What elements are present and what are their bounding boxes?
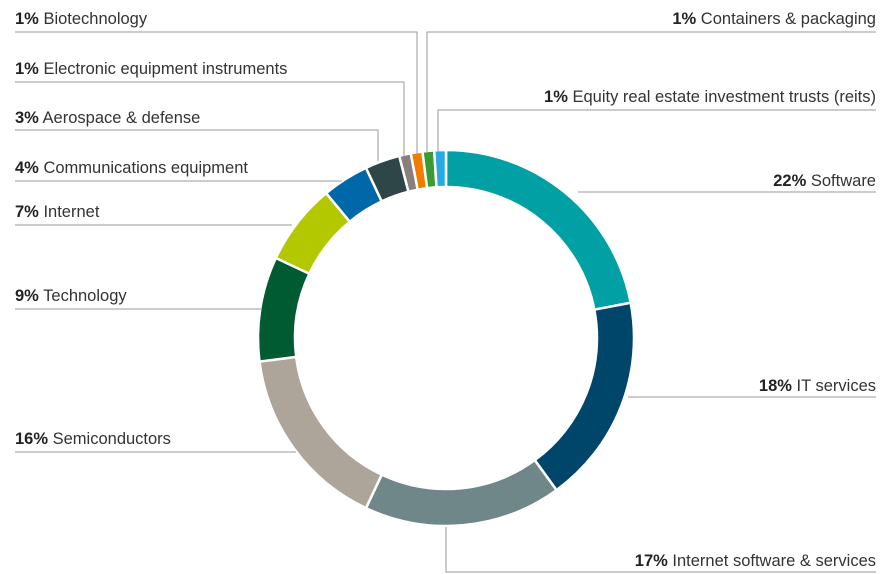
slice-label: 4% Communications equipment (15, 159, 248, 177)
donut-segment (533, 301, 636, 492)
slice-value-label: 1% (15, 10, 39, 28)
slice-label: 1% Biotechnology (15, 10, 148, 28)
slice-label: 1% Equity real estate investment trusts … (544, 88, 876, 106)
slice-category-label: Aerospace & defense (43, 109, 201, 127)
slice-value-label: 22% (773, 172, 806, 190)
slice-label: 1% Electronic equipment instruments (15, 60, 287, 78)
slice-value-label: 16% (15, 430, 48, 448)
slice-category-label: Biotechnology (43, 10, 147, 28)
leader-line (437, 109, 876, 152)
slice-value-label: 18% (759, 377, 792, 395)
donut-segment (444, 148, 633, 312)
slice-label: 17% Internet software & services (635, 552, 876, 570)
slice-category-label: IT services (797, 377, 876, 395)
leader-line (15, 129, 379, 161)
donut-segment (256, 256, 312, 363)
slice-value-label: 9% (15, 287, 39, 305)
slice-category-label: Electronic equipment instruments (43, 60, 287, 78)
slice-label: 7% Internet (15, 203, 100, 221)
slice-category-label: Containers & packaging (701, 10, 876, 28)
slice-value-label: 7% (15, 203, 39, 221)
slice-category-label: Technology (43, 287, 127, 305)
slice-value-label: 17% (635, 552, 668, 570)
slice-category-label: Equity real estate investment trusts (re… (572, 88, 876, 106)
slice-label: 22% Software (773, 172, 876, 190)
slice-value-label: 3% (15, 109, 39, 127)
leader-line (445, 527, 876, 573)
slice-category-label: Software (811, 172, 876, 190)
leader-line (15, 81, 405, 156)
donut-segment (364, 458, 559, 528)
slice-label: 9% Technology (15, 287, 127, 305)
leader-line (15, 31, 418, 154)
slice-category-label: Internet software & services (672, 552, 876, 570)
leader-line (426, 31, 876, 153)
slice-label: 3% Aerospace & defense (15, 109, 200, 127)
slice-value-label: 4% (15, 159, 39, 177)
slice-value-label: 1% (15, 60, 39, 78)
slice-value-label: 1% (544, 88, 568, 106)
donut-segment (432, 148, 448, 189)
donut-segment (258, 355, 384, 510)
slice-category-label: Semiconductors (53, 430, 171, 448)
slice-label: 18% IT services (759, 377, 876, 395)
slice-label: 16% Semiconductors (15, 430, 171, 448)
slice-value-label: 1% (672, 10, 696, 28)
slice-label: 1% Containers & packaging (672, 10, 876, 28)
slice-category-label: Communications equipment (43, 159, 248, 177)
slice-category-label: Internet (43, 203, 99, 221)
